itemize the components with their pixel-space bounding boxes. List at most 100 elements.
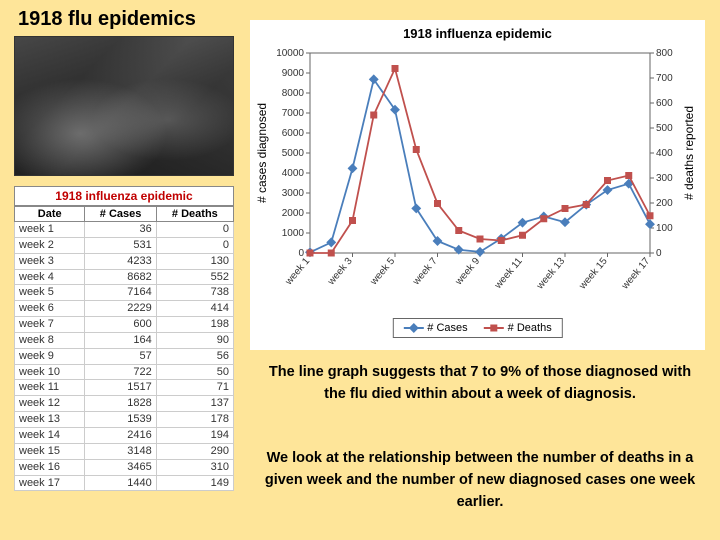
svg-text:week 9: week 9 <box>453 256 483 288</box>
svg-text:3000: 3000 <box>282 188 305 199</box>
table-cell: 2229 <box>85 301 156 317</box>
svg-text:2000: 2000 <box>282 208 305 219</box>
table-cell: week 11 <box>15 380 85 396</box>
table-row: week 34233130 <box>15 253 234 269</box>
page-title: 1918 flu epidemics <box>18 8 196 31</box>
table-cell: week 4 <box>15 269 85 285</box>
table-cell: 137 <box>156 396 233 412</box>
table-cell: week 12 <box>15 396 85 412</box>
table-row: week 57164738 <box>15 285 234 301</box>
table-cell: week 9 <box>15 348 85 364</box>
svg-text:week 15: week 15 <box>577 256 610 293</box>
svg-text:week 1: week 1 <box>283 256 313 288</box>
legend-cases: # Cases <box>403 322 467 334</box>
table-cell: 90 <box>156 332 233 348</box>
table-cell: 36 <box>85 222 156 238</box>
svg-text:300: 300 <box>656 173 673 184</box>
epidemic-chart: 1918 influenza epidemic 0 1000 2000 3000 400… <box>250 20 705 350</box>
table-cell: 738 <box>156 285 233 301</box>
chart-title: 1918 influenza epidemic <box>250 20 705 43</box>
table-cell: 7164 <box>85 285 156 301</box>
svg-text:6000: 6000 <box>282 128 305 139</box>
table-cell: 414 <box>156 301 233 317</box>
table-cell: 4233 <box>85 253 156 269</box>
svg-text:0: 0 <box>656 248 662 259</box>
table-cell: week 13 <box>15 412 85 428</box>
table-cell: 0 <box>156 222 233 238</box>
svg-text:week 17: week 17 <box>619 256 652 293</box>
svg-text:week 5: week 5 <box>368 256 398 288</box>
table-cell: week 10 <box>15 364 85 380</box>
table-cell: 8682 <box>85 269 156 285</box>
table-cell: week 1 <box>15 222 85 238</box>
table-cell: week 2 <box>15 237 85 253</box>
svg-text:200: 200 <box>656 198 673 209</box>
paragraph-1: The line graph suggests that 7 to 9% of … <box>260 362 700 406</box>
table-cell: 0 <box>156 237 233 253</box>
table-row: week 95756 <box>15 348 234 364</box>
table-row: week 48682552 <box>15 269 234 285</box>
svg-text:600: 600 <box>656 98 673 109</box>
table-cell: 310 <box>156 459 233 475</box>
legend-deaths-label: # Deaths <box>508 322 552 334</box>
table-header: # Cases <box>85 207 156 222</box>
table-cell: 178 <box>156 412 233 428</box>
chart-svg: 0100020003000400050006000700080009000100… <box>250 43 705 323</box>
table-row: week 25310 <box>15 237 234 253</box>
svg-text:1000: 1000 <box>282 228 305 239</box>
table-caption: 1918 influenza epidemic <box>14 186 234 206</box>
svg-text:week 3: week 3 <box>325 256 355 288</box>
table-cell: 1517 <box>85 380 156 396</box>
svg-text:10000: 10000 <box>276 48 304 59</box>
table-cell: 531 <box>85 237 156 253</box>
table-row: week 816490 <box>15 332 234 348</box>
table-cell: 1440 <box>85 475 156 491</box>
table-row: week 163465310 <box>15 459 234 475</box>
svg-text:# cases diagnosed: # cases diagnosed <box>255 103 269 203</box>
table-cell: 600 <box>85 317 156 333</box>
table-row: week 11151771 <box>15 380 234 396</box>
legend-cases-label: # Cases <box>427 322 467 334</box>
table-cell: 3465 <box>85 459 156 475</box>
table-cell: week 3 <box>15 253 85 269</box>
table-cell: 57 <box>85 348 156 364</box>
table-cell: 50 <box>156 364 233 380</box>
table-row: week 131539178 <box>15 412 234 428</box>
table-cell: 552 <box>156 269 233 285</box>
table-cell: 722 <box>85 364 156 380</box>
table-cell: week 5 <box>15 285 85 301</box>
table-header: Date <box>15 207 85 222</box>
table-cell: week 7 <box>15 317 85 333</box>
svg-text:week 7: week 7 <box>410 256 440 288</box>
svg-text:800: 800 <box>656 48 673 59</box>
historical-photo <box>14 36 234 176</box>
svg-text:7000: 7000 <box>282 108 305 119</box>
table-row: week 142416194 <box>15 427 234 443</box>
table-cell: 194 <box>156 427 233 443</box>
table-cell: week 15 <box>15 443 85 459</box>
table-cell: 164 <box>85 332 156 348</box>
svg-text:# deaths reported: # deaths reported <box>682 106 696 200</box>
table-row: week 7600198 <box>15 317 234 333</box>
epidemic-data-table: 1918 influenza epidemic Date# Cases# Dea… <box>14 186 234 491</box>
svg-text:700: 700 <box>656 73 673 84</box>
table-row: week 121828137 <box>15 396 234 412</box>
svg-text:400: 400 <box>656 148 673 159</box>
svg-text:5000: 5000 <box>282 148 305 159</box>
table-row: week 153148290 <box>15 443 234 459</box>
chart-legend: # Cases # Deaths <box>392 318 562 338</box>
table-cell: week 14 <box>15 427 85 443</box>
svg-text:week 13: week 13 <box>534 256 567 293</box>
table-cell: 71 <box>156 380 233 396</box>
table-row: week 171440149 <box>15 475 234 491</box>
svg-text:4000: 4000 <box>282 168 305 179</box>
svg-text:week 11: week 11 <box>492 256 525 292</box>
table-header: # Deaths <box>156 207 233 222</box>
table-cell: 290 <box>156 443 233 459</box>
table-cell: week 16 <box>15 459 85 475</box>
table-cell: 3148 <box>85 443 156 459</box>
svg-text:100: 100 <box>656 223 673 234</box>
svg-text:9000: 9000 <box>282 68 305 79</box>
legend-deaths: # Deaths <box>484 322 552 334</box>
table-cell: week 6 <box>15 301 85 317</box>
